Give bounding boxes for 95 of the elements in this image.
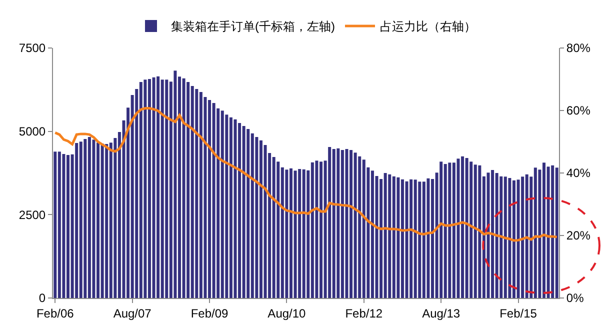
bar bbox=[234, 119, 237, 298]
bar bbox=[272, 157, 276, 298]
x-tick-label: Feb/15 bbox=[500, 306, 538, 320]
bar bbox=[165, 80, 168, 298]
bar bbox=[410, 179, 413, 298]
bar bbox=[440, 162, 443, 298]
bar bbox=[392, 176, 396, 298]
bar bbox=[100, 144, 104, 298]
bar bbox=[285, 170, 288, 298]
bar bbox=[551, 165, 554, 298]
bar bbox=[139, 82, 142, 298]
bar bbox=[546, 166, 550, 298]
bar bbox=[190, 86, 194, 298]
bar bbox=[470, 162, 473, 298]
bar bbox=[456, 158, 460, 298]
bar bbox=[84, 139, 87, 298]
bar bbox=[396, 177, 400, 298]
y2-tick-label: 40% bbox=[566, 166, 591, 180]
bar bbox=[358, 156, 362, 298]
bar bbox=[340, 150, 344, 298]
x-tick-label: Aug/07 bbox=[113, 306, 152, 320]
bar bbox=[555, 168, 558, 298]
y2-tick-label: 60% bbox=[566, 104, 591, 118]
bar bbox=[199, 92, 202, 298]
bar bbox=[250, 133, 254, 298]
bar bbox=[220, 110, 224, 298]
bar bbox=[500, 176, 503, 298]
y-tick-label: 5000 bbox=[18, 124, 46, 139]
bar bbox=[516, 180, 520, 298]
bar bbox=[75, 143, 78, 298]
bar bbox=[310, 162, 314, 298]
x-tick-label: Aug/10 bbox=[268, 306, 306, 320]
bar bbox=[345, 149, 348, 298]
line-series bbox=[54, 107, 558, 242]
bar bbox=[315, 160, 318, 298]
bar bbox=[54, 152, 57, 298]
bar bbox=[508, 178, 512, 298]
bar bbox=[242, 126, 246, 298]
bar bbox=[152, 77, 156, 298]
bar bbox=[418, 182, 422, 298]
bar bbox=[92, 140, 96, 298]
y-tick-label: 7500 bbox=[18, 41, 46, 56]
bar bbox=[62, 154, 66, 298]
bar bbox=[336, 148, 340, 298]
legend-label: 集装箱在手订单(千标箱，左轴) bbox=[171, 20, 335, 34]
x-tick-label: Feb/09 bbox=[190, 306, 229, 320]
bar bbox=[534, 168, 537, 298]
bar bbox=[88, 137, 91, 298]
bar bbox=[422, 182, 426, 298]
bar bbox=[332, 149, 336, 298]
bar bbox=[195, 89, 198, 298]
bar bbox=[354, 152, 357, 298]
bar bbox=[160, 80, 164, 298]
bar bbox=[452, 162, 456, 298]
y-tick-label: 0 bbox=[38, 291, 46, 306]
bar bbox=[212, 103, 216, 298]
bar bbox=[362, 160, 366, 298]
bar bbox=[255, 137, 258, 298]
bar bbox=[405, 181, 408, 298]
bar bbox=[478, 165, 482, 298]
bar bbox=[174, 70, 177, 298]
bar bbox=[79, 142, 82, 298]
bar bbox=[58, 152, 61, 298]
y2-tick-label: 20% bbox=[566, 228, 591, 243]
bar bbox=[414, 180, 417, 298]
bar bbox=[521, 176, 524, 298]
bar bbox=[448, 162, 452, 298]
bar bbox=[504, 176, 507, 298]
bar bbox=[182, 78, 186, 298]
bar bbox=[144, 80, 147, 298]
bar bbox=[444, 164, 447, 298]
bar bbox=[384, 173, 387, 298]
bar bbox=[465, 158, 468, 298]
bar bbox=[186, 82, 190, 298]
legend-label: 占运力比（右轴） bbox=[380, 20, 476, 34]
bar bbox=[298, 169, 302, 298]
bar bbox=[495, 173, 498, 298]
bar bbox=[426, 178, 430, 298]
bar bbox=[328, 147, 332, 298]
bar bbox=[225, 114, 228, 298]
y2-tick-label: 0% bbox=[566, 291, 584, 306]
bar bbox=[525, 174, 528, 298]
y2-tick-label: 80% bbox=[566, 41, 591, 56]
bar bbox=[294, 170, 297, 298]
x-tick-label: Feb/06 bbox=[36, 306, 74, 320]
x-tick-label: Feb/12 bbox=[345, 306, 383, 320]
bar bbox=[105, 144, 108, 298]
y-tick-label: 2500 bbox=[18, 208, 46, 222]
bar bbox=[474, 164, 477, 298]
bar bbox=[156, 76, 160, 298]
bar bbox=[246, 129, 250, 298]
bar bbox=[302, 169, 306, 298]
bar bbox=[486, 172, 490, 298]
x-tick-label: Aug/13 bbox=[422, 306, 460, 320]
bar bbox=[388, 174, 392, 298]
